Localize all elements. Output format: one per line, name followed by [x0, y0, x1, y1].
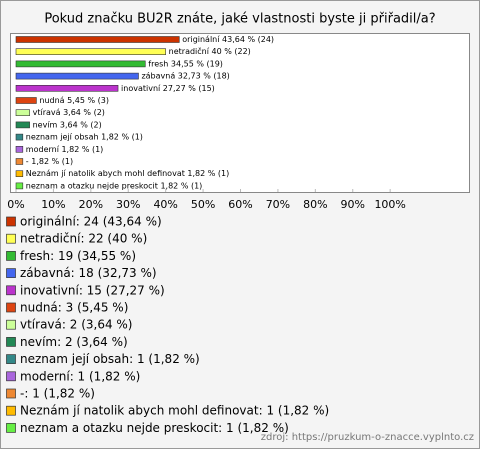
bar — [15, 60, 146, 68]
chart-title: Pokud značku BU2R znáte, jaké vlastnosti… — [44, 12, 435, 27]
legend-swatch — [6, 233, 16, 244]
value-label: Neznám jí natolik abych mohl definovat 1… — [26, 169, 229, 178]
legend-swatch — [6, 251, 16, 261]
value-label: - 1,82 % (1) — [26, 157, 73, 166]
value-label: netradiční 40 % (22) — [169, 46, 251, 56]
bar — [15, 170, 24, 177]
bar — [15, 85, 119, 92]
legend-label: originální: 24 (43,64 %) — [20, 215, 162, 229]
legend-label: moderní: 1 (1,82 %) — [20, 369, 140, 383]
legend-swatch — [6, 354, 16, 364]
x-tick-label: 80% — [303, 198, 327, 211]
value-label: zábavná 32,73 % (18) — [141, 72, 229, 81]
value-label: neznam a otazku nejde preskocit 1,82 % (… — [26, 181, 203, 190]
legend-label: nevím: 2 (3,64 %) — [20, 335, 128, 349]
value-label: fresh 34,55 % (19) — [148, 59, 223, 68]
value-label: moderní 1,82 % (1) — [26, 145, 104, 154]
legend-swatch — [6, 371, 16, 382]
legend-swatch — [6, 216, 16, 227]
legend-swatch — [6, 268, 16, 278]
x-tick-label: 60% — [228, 198, 252, 211]
bar — [15, 182, 24, 190]
x-tick-label: 0% — [7, 198, 24, 211]
x-tick-label: 40% — [153, 198, 177, 211]
bar — [15, 146, 24, 153]
bar — [15, 109, 30, 116]
legend-label: -: 1 (1,82 %) — [20, 387, 95, 401]
x-tick-label: 30% — [116, 198, 140, 211]
legend-label: vtíravá: 2 (3,64 %) — [20, 318, 133, 332]
legend-swatch — [6, 423, 16, 433]
bar — [15, 133, 24, 141]
legend-label: neznam a otazku nejde preskocit: 1 (1,82… — [20, 421, 289, 435]
legend-swatch — [6, 285, 16, 296]
legend-swatch — [6, 302, 16, 313]
x-tick-label: 100% — [374, 198, 405, 211]
x-tick-label: 50% — [191, 198, 215, 211]
value-label: nevím 3,64 % (2) — [33, 120, 102, 129]
source: zdroj: https://pruzkum-o-znacce.vyplnto.… — [261, 432, 474, 443]
legend-label: netradiční: 22 (40 %) — [20, 232, 147, 246]
bar — [15, 48, 166, 56]
value-label: nudná 5,45 % (3) — [39, 96, 109, 105]
bar — [15, 36, 180, 43]
bar — [15, 158, 24, 165]
value-label: originální 43,64 % (24) — [182, 35, 274, 44]
bar — [15, 121, 30, 129]
bar — [15, 97, 37, 104]
bar — [15, 72, 139, 80]
legend-swatch — [6, 337, 16, 347]
x-tick-label: 70% — [266, 198, 290, 211]
legend-label: nudná: 3 (5,45 %) — [20, 301, 128, 315]
legend-label: inovativní: 15 (27,27 %) — [20, 283, 165, 297]
legend-label: fresh: 19 (34,55 %) — [20, 249, 136, 263]
legend-swatch — [6, 388, 16, 399]
x-tick-label: 90% — [341, 198, 365, 211]
value-label: neznam její obsah 1,82 % (1) — [26, 133, 143, 142]
value-label: vtíravá 3,64 % (2) — [33, 108, 105, 117]
x-tick-label: 20% — [79, 198, 103, 211]
plot-area — [10, 33, 470, 193]
legend-swatch — [6, 319, 16, 330]
legend-swatch — [6, 405, 16, 416]
legend-label: zábavná: 18 (32,73 %) — [20, 266, 157, 280]
x-tick-label: 10% — [41, 198, 65, 211]
value-label: inovativní 27,27 % (15) — [121, 84, 215, 93]
legend-label: neznam její obsah: 1 (1,82 %) — [20, 352, 200, 366]
legend-label: Neznám jí natolik abych mohl definovat: … — [20, 404, 329, 418]
